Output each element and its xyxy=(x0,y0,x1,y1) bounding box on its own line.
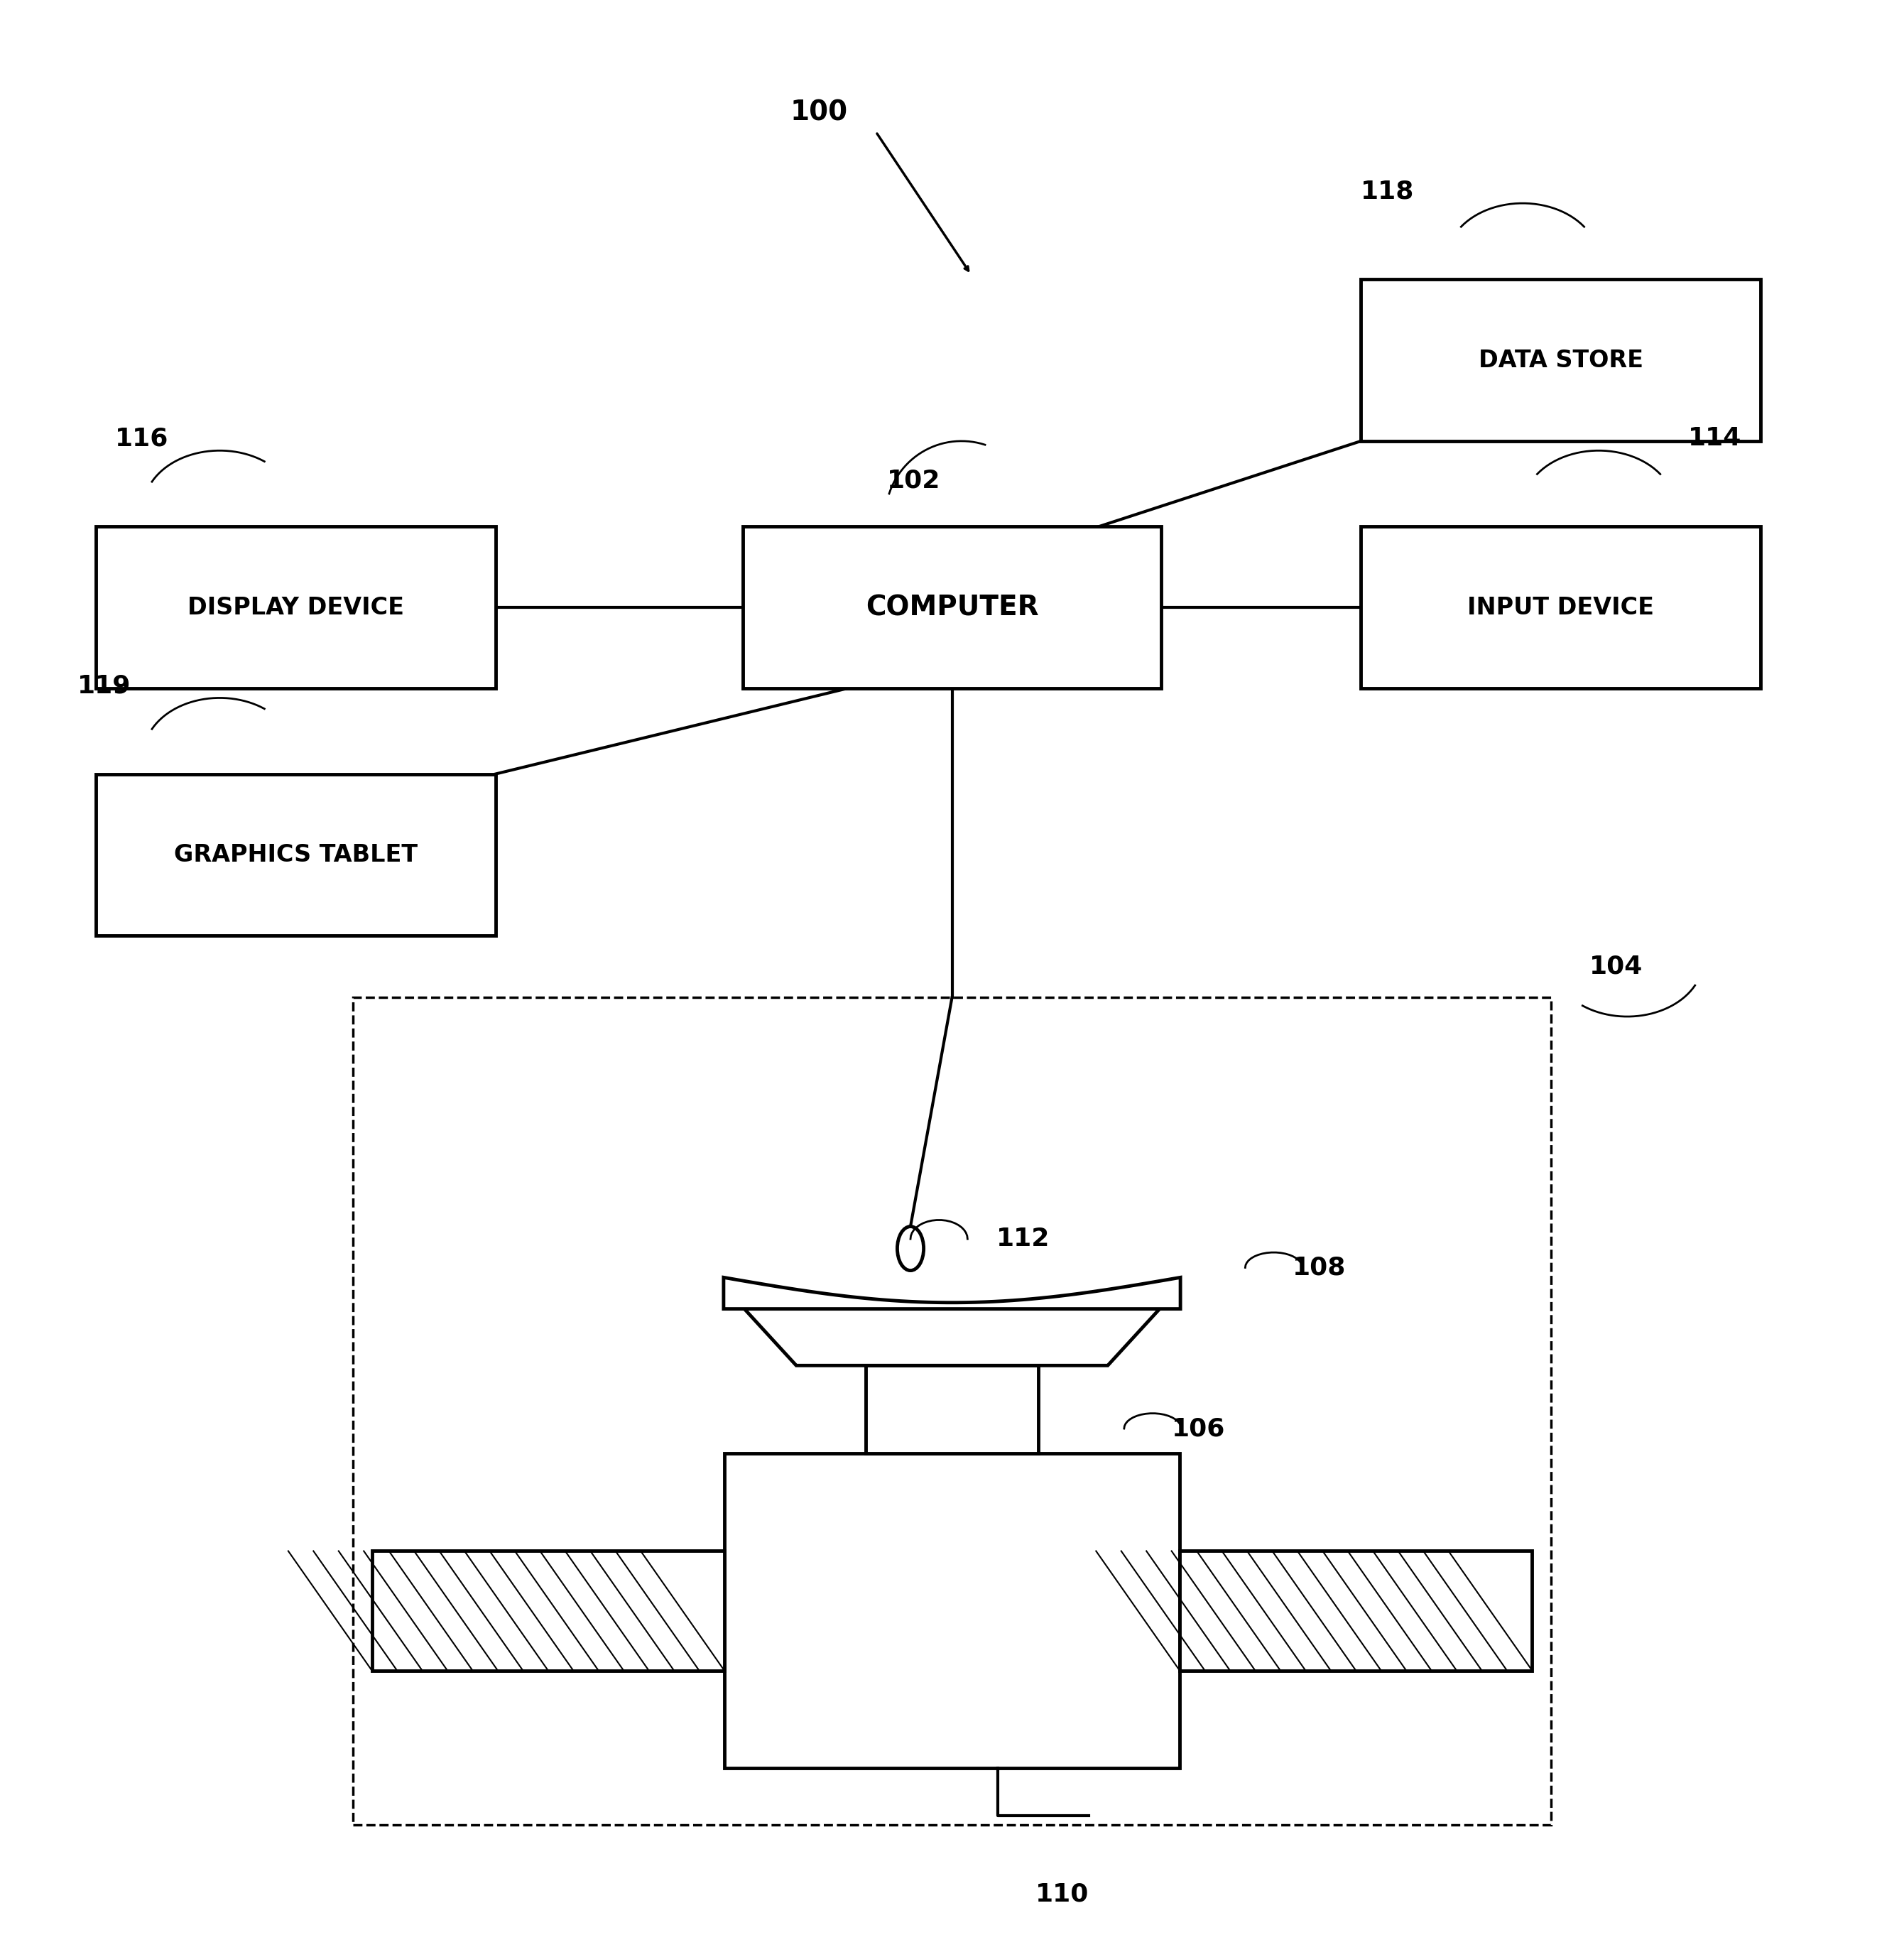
Bar xyxy=(1180,1552,1533,1671)
Text: COMPUTER: COMPUTER xyxy=(866,595,1038,620)
Bar xyxy=(1361,280,1761,440)
Text: 100: 100 xyxy=(790,100,847,127)
Bar xyxy=(352,998,1552,1826)
Bar xyxy=(95,773,495,935)
Text: 119: 119 xyxy=(76,673,131,699)
Text: GRAPHICS TABLET: GRAPHICS TABLET xyxy=(173,843,417,867)
Text: 114: 114 xyxy=(1687,427,1742,450)
Text: 118: 118 xyxy=(1361,180,1415,204)
Ellipse shape xyxy=(897,1227,923,1270)
Bar xyxy=(1361,526,1761,689)
Text: DATA STORE: DATA STORE xyxy=(1478,348,1643,372)
Text: DISPLAY DEVICE: DISPLAY DEVICE xyxy=(187,595,404,618)
Text: INPUT DEVICE: INPUT DEVICE xyxy=(1468,595,1655,618)
Bar xyxy=(95,526,495,689)
Text: 102: 102 xyxy=(887,468,941,493)
Text: 110: 110 xyxy=(1036,1883,1089,1906)
Bar xyxy=(371,1552,724,1671)
Polygon shape xyxy=(724,1278,1180,1309)
Text: 104: 104 xyxy=(1590,955,1643,978)
Bar xyxy=(743,526,1161,689)
Text: 112: 112 xyxy=(996,1227,1049,1251)
Text: 106: 106 xyxy=(1171,1417,1224,1440)
Bar xyxy=(866,1366,1038,1454)
Text: 116: 116 xyxy=(114,427,169,450)
Polygon shape xyxy=(744,1309,1160,1366)
Text: 108: 108 xyxy=(1293,1256,1346,1280)
Bar xyxy=(724,1454,1180,1767)
